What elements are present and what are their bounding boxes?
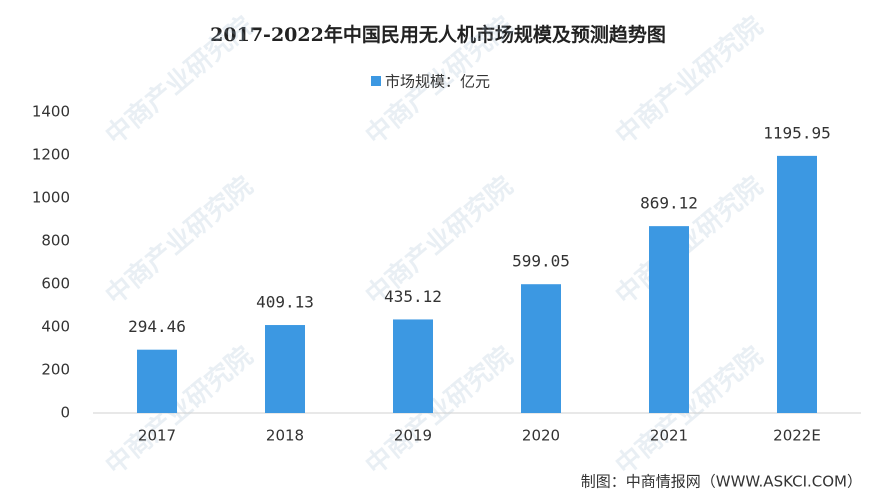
x-tick-label: 2020	[522, 427, 560, 445]
value-label: 435.12	[384, 287, 442, 306]
watermark: 中商产业研究院	[99, 340, 258, 481]
source: 制图：中商情报网（WWW.ASKCI.COM）	[581, 473, 862, 491]
watermark: 中商产业研究院	[359, 340, 518, 481]
y-tick-label: 800	[41, 232, 70, 250]
y-tick-label: 0	[60, 404, 70, 422]
y-tick-label: 400	[41, 318, 70, 336]
chart-title: 2017-2022年中国民用无人机市场规模及预测趋势图	[210, 23, 666, 46]
y-tick-label: 200	[41, 361, 70, 379]
bar	[521, 284, 561, 413]
bar	[265, 325, 305, 413]
y-tick-label: 1200	[32, 146, 70, 164]
y-tick-label: 600	[41, 275, 70, 293]
watermark: 中商产业研究院	[99, 170, 258, 311]
x-tick-label: 2019	[394, 427, 432, 445]
value-label: 599.05	[512, 252, 570, 271]
x-tick-label: 2022E	[773, 427, 821, 445]
bar	[393, 319, 433, 413]
watermark: 中商产业研究院	[609, 340, 768, 481]
value-label: 409.13	[256, 293, 314, 312]
bar	[777, 155, 817, 414]
value-label: 1195.95	[763, 123, 830, 142]
value-label: 294.46	[128, 317, 186, 336]
legend-label: 市场规模：亿元	[385, 73, 490, 91]
watermark: 中商产业研究院	[609, 170, 768, 311]
value-label: 869.12	[640, 194, 698, 213]
x-tick-label: 2021	[650, 427, 688, 445]
legend-swatch	[371, 76, 381, 86]
x-tick-label: 2018	[266, 427, 304, 445]
y-tick-label: 1000	[32, 189, 70, 207]
y-tick-label: 1400	[32, 103, 70, 121]
bar	[137, 349, 177, 413]
x-tick-label: 2017	[138, 427, 176, 445]
bar	[649, 226, 689, 413]
watermark: 中商产业研究院	[99, 10, 258, 151]
